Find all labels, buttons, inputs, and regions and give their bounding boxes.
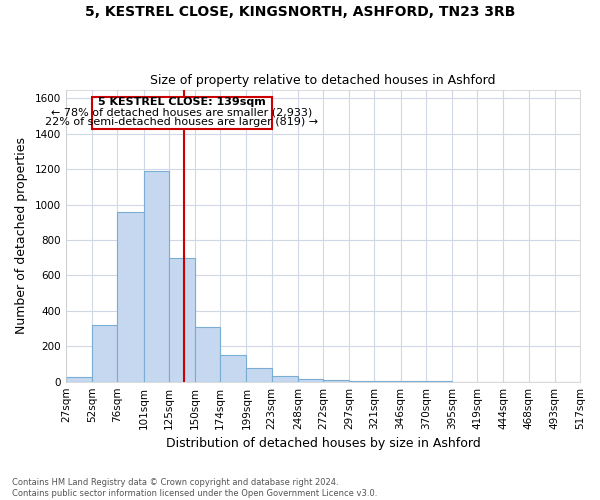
Bar — [92, 325, 118, 382]
Bar — [220, 355, 247, 382]
Bar — [374, 381, 401, 382]
FancyBboxPatch shape — [92, 96, 272, 128]
Text: 5, KESTREL CLOSE, KINGSNORTH, ASHFORD, TN23 3RB: 5, KESTREL CLOSE, KINGSNORTH, ASHFORD, T… — [85, 5, 515, 19]
X-axis label: Distribution of detached houses by size in Ashford: Distribution of detached houses by size … — [166, 437, 481, 450]
Bar — [195, 327, 220, 382]
Bar — [298, 379, 323, 382]
Bar — [247, 368, 272, 382]
Y-axis label: Number of detached properties: Number of detached properties — [15, 137, 28, 334]
Bar — [323, 380, 349, 382]
Text: 5 KESTREL CLOSE: 139sqm: 5 KESTREL CLOSE: 139sqm — [98, 98, 266, 108]
Text: 22% of semi-detached houses are larger (819) →: 22% of semi-detached houses are larger (… — [46, 117, 319, 127]
Text: Contains HM Land Registry data © Crown copyright and database right 2024.
Contai: Contains HM Land Registry data © Crown c… — [12, 478, 377, 498]
Bar — [66, 378, 92, 382]
Bar — [118, 212, 143, 382]
Text: ← 78% of detached houses are smaller (2,933): ← 78% of detached houses are smaller (2,… — [52, 108, 313, 118]
Title: Size of property relative to detached houses in Ashford: Size of property relative to detached ho… — [150, 74, 496, 87]
Bar — [143, 171, 169, 382]
Bar — [349, 381, 374, 382]
Bar — [169, 258, 195, 382]
Bar — [272, 376, 298, 382]
